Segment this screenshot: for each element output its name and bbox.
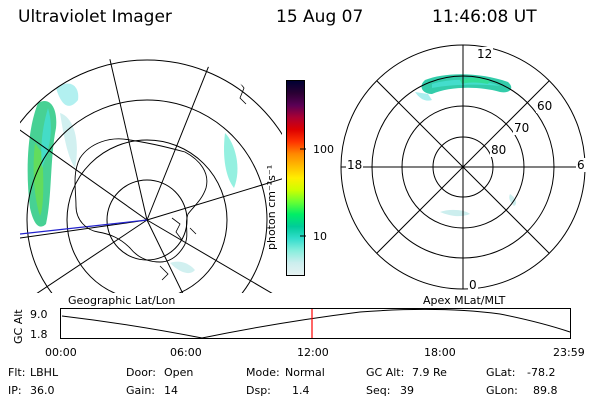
status-mode-value: Normal (285, 366, 325, 379)
altitude-xtick-0000: 00:00 (45, 346, 77, 359)
altitude-curve (61, 308, 571, 339)
status-dsp-label: Dsp: (246, 384, 271, 397)
time-label: 11:46:08 UT (432, 7, 537, 27)
instrument-title: Ultraviolet Imager (18, 7, 172, 27)
magnetic-polar-plot (340, 44, 586, 290)
auroral-emission-left (27, 83, 238, 274)
status-glon-label: GLon: (486, 384, 518, 397)
altitude-ylabel: GC Alt (12, 309, 25, 344)
colorbar-tick-marks (300, 148, 306, 237)
mlt-label-12: 12 (476, 47, 494, 61)
status-seq-value: 39 (400, 384, 414, 397)
status-flt-label: Flt: (8, 366, 26, 379)
altitude-plot (60, 308, 571, 339)
altitude-xtick-2359: 23:59 (553, 346, 585, 359)
left-map-caption: Geographic Lat/Lon (68, 294, 176, 307)
status-glat-label: GLat: (486, 366, 516, 379)
status-gcalt-value: 7.9 Re (412, 366, 447, 379)
auroral-emission-right (415, 74, 517, 217)
colorbar-label: photon cm⁻²s⁻¹ (265, 164, 278, 250)
altitude-ytick-min: 1.8 (30, 328, 48, 341)
mlat-label-80: 80 (490, 143, 508, 157)
altitude-ytick-max: 9.0 (30, 308, 48, 321)
mlat-label-60: 60 (536, 99, 554, 113)
status-gain-label: Gain: (126, 384, 155, 397)
status-ip-value: 36.0 (30, 384, 55, 397)
altitude-xtick-1800: 18:00 (424, 346, 456, 359)
altitude-xtick-1200: 12:00 (297, 346, 329, 359)
date-label: 15 Aug 07 (276, 7, 364, 27)
status-door-label: Door: (126, 366, 156, 379)
coastline (74, 138, 208, 263)
mlt-label-18: 18 (346, 158, 364, 172)
altitude-xtick-0600: 06:00 (170, 346, 202, 359)
colorbar (286, 80, 305, 276)
status-door-value: Open (164, 366, 194, 379)
status-flt-value: LBHL (30, 366, 59, 379)
mlat-label-70: 70 (513, 121, 531, 135)
colorbar-tick-100: 100 (313, 143, 334, 156)
colorbar-tick-10: 10 (313, 230, 327, 243)
mlt-label-6: 6 (576, 158, 586, 172)
status-glon-value: 89.8 (533, 384, 558, 397)
status-gain-value: 14 (164, 384, 178, 397)
status-glat-value: -78.2 (527, 366, 556, 379)
status-gcalt-label: GC Alt: (366, 366, 405, 379)
status-mode-label: Mode: (246, 366, 280, 379)
status-dsp-value: 1.4 (292, 384, 310, 397)
right-map-caption: Apex MLat/MLT (423, 294, 506, 307)
mlt-label-0: 0 (468, 278, 478, 292)
status-seq-label: Seq: (366, 384, 391, 397)
geographic-map (20, 55, 282, 293)
status-ip-label: IP: (8, 384, 22, 397)
subsatellite-meridian (20, 219, 148, 235)
